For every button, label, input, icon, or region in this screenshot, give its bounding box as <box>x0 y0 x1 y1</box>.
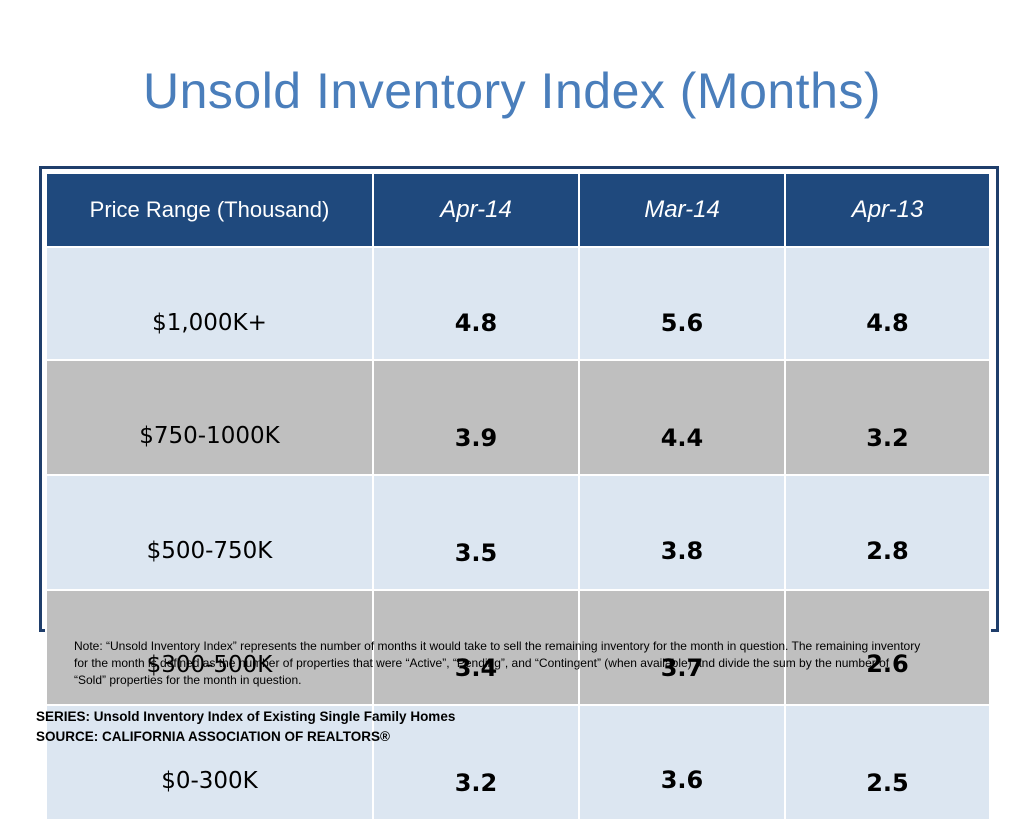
inventory-table: Price Range (Thousand) Apr-14 Mar-14 Apr… <box>45 172 991 821</box>
cell-value: 3.7 <box>578 589 786 706</box>
series-line: SERIES: Unsold Inventory Index of Existi… <box>36 709 456 724</box>
cell-value: 3.9 <box>372 359 580 476</box>
header-mar-14: Mar-14 <box>578 172 786 248</box>
footnote: Note: “Unsold Inventory Index” represent… <box>74 639 921 687</box>
inventory-table-frame: Price Range (Thousand) Apr-14 Mar-14 Apr… <box>39 166 999 821</box>
cell-value: 3.8 <box>578 474 786 591</box>
row-label: $300-500K <box>45 589 374 706</box>
cell-value: 3.2 <box>784 359 991 476</box>
slide-title: Unsold Inventory Index (Months) <box>142 63 882 119</box>
cell-value: 3.4 <box>372 589 580 706</box>
row-label: $500-750K <box>45 474 374 591</box>
cell-value: 2.6 <box>784 589 991 706</box>
cell-value: 3.6 <box>578 704 786 821</box>
table-row: $300-500K 3.4 3.7 2.6 <box>45 589 991 706</box>
header-apr-14: Apr-14 <box>372 172 580 248</box>
cell-value: 2.5 <box>784 704 991 821</box>
header-price-range: Price Range (Thousand) <box>45 172 374 248</box>
cell-value: 4.8 <box>372 246 580 361</box>
table-row: $500-750K 3.5 3.8 2.8 <box>45 474 991 591</box>
cell-value: 5.6 <box>578 246 786 361</box>
table-row: $1,000K+ 4.8 5.6 4.8 <box>45 246 991 361</box>
header-apr-13: Apr-13 <box>784 172 991 248</box>
table-header-row: Price Range (Thousand) Apr-14 Mar-14 Apr… <box>45 172 991 248</box>
series-source-block: SERIES: Unsold Inventory Index of Existi… <box>36 707 455 747</box>
source-line: SOURCE: CALIFORNIA ASSOCIATION OF REALTO… <box>36 729 390 744</box>
cell-value: 4.8 <box>784 246 991 361</box>
row-label: $750-1000K <box>45 359 374 476</box>
row-label: $1,000K+ <box>45 246 374 361</box>
cell-value: 2.8 <box>784 474 991 591</box>
table-row: $750-1000K 3.9 4.4 3.2 <box>45 359 991 476</box>
cell-value: 4.4 <box>578 359 786 476</box>
cell-value: 3.5 <box>372 474 580 591</box>
